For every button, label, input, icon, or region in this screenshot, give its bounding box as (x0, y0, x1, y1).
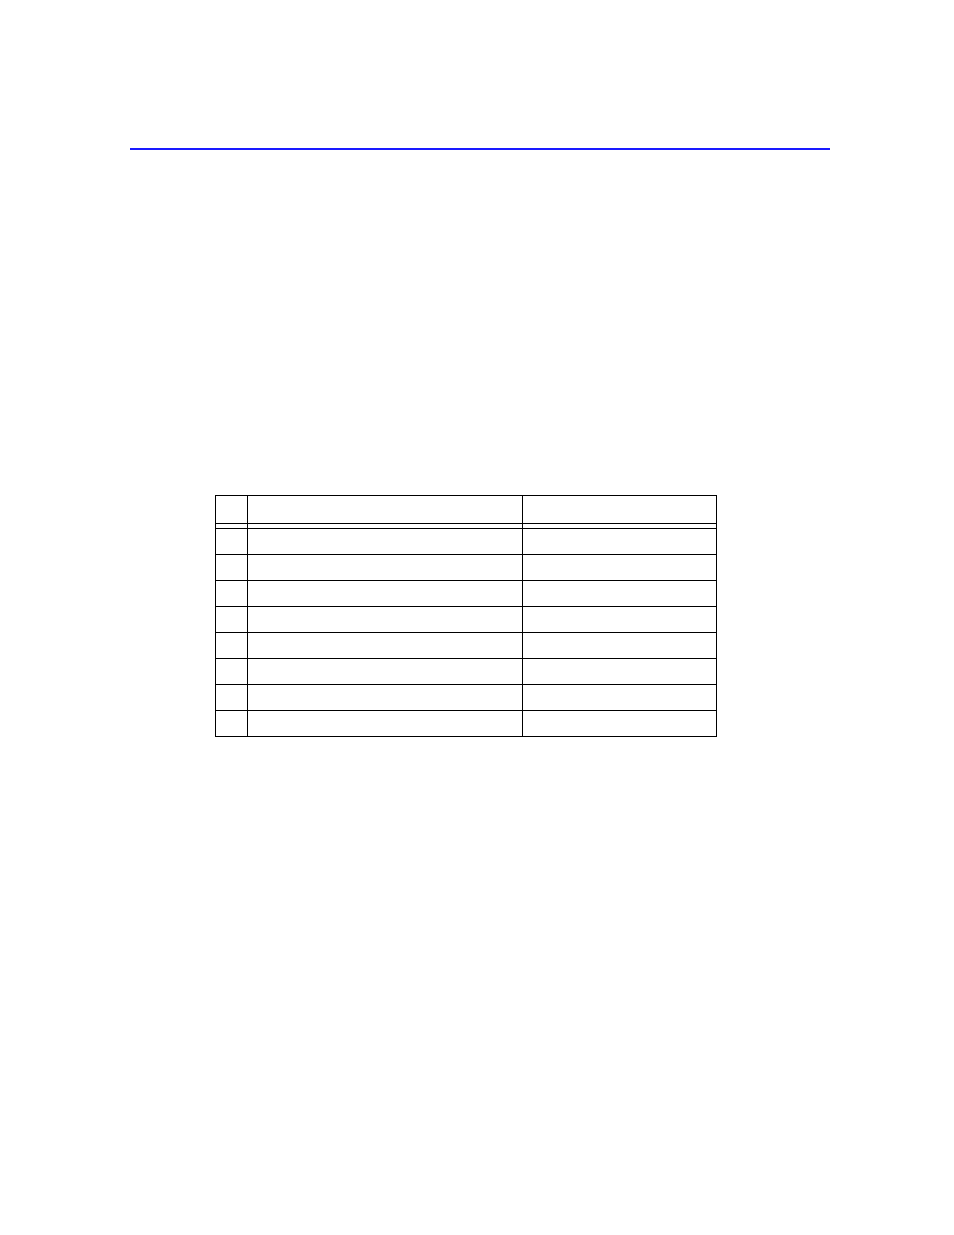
table-cell (216, 633, 248, 659)
table-cell (216, 581, 248, 607)
table-row (216, 529, 717, 555)
table-row (216, 607, 717, 633)
table-cell (523, 659, 717, 685)
table-header-cell (247, 496, 522, 524)
table-row (216, 711, 717, 737)
data-table (215, 495, 717, 737)
table-header-cell (216, 496, 248, 524)
table-cell (247, 529, 522, 555)
table-cell (523, 581, 717, 607)
table-header-row (216, 496, 717, 524)
table-cell (247, 633, 522, 659)
table-header-cell (523, 496, 717, 524)
table-cell (247, 607, 522, 633)
table-cell (216, 711, 248, 737)
table-row (216, 659, 717, 685)
table-row (216, 555, 717, 581)
table-cell (523, 633, 717, 659)
table-cell (216, 607, 248, 633)
table-cell (216, 685, 248, 711)
table-cell (216, 555, 248, 581)
table-cell (247, 581, 522, 607)
table-cell (247, 685, 522, 711)
table-cell (523, 607, 717, 633)
table-row (216, 685, 717, 711)
table-cell (523, 529, 717, 555)
table-row (216, 581, 717, 607)
table-cell (523, 555, 717, 581)
table-row (216, 633, 717, 659)
table-cell (523, 711, 717, 737)
table-cell (247, 555, 522, 581)
table-cell (216, 529, 248, 555)
table-cell (247, 711, 522, 737)
table-cell (216, 659, 248, 685)
table-cell (523, 685, 717, 711)
page-content (130, 148, 830, 150)
table-cell (247, 659, 522, 685)
section-divider (130, 148, 830, 150)
